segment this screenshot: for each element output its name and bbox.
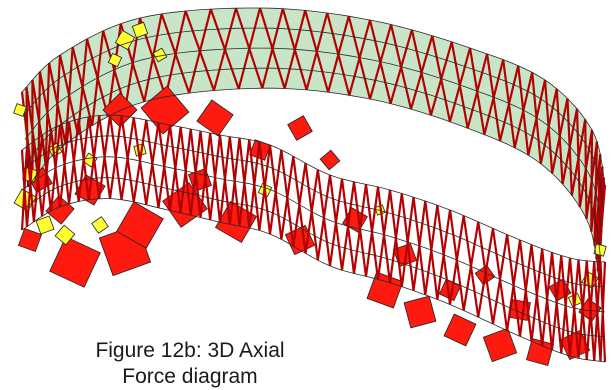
- compression-force-glyph: [404, 296, 436, 328]
- tension-force-glyph: [92, 217, 109, 234]
- compression-force-glyph: [18, 228, 41, 251]
- compression-force-glyph: [50, 237, 100, 287]
- caption-line-1: Figure 12b: 3D Axial: [70, 338, 310, 364]
- compression-force-glyph: [197, 100, 233, 136]
- compression-force-glyph: [483, 328, 516, 361]
- compression-force-glyph: [527, 339, 554, 366]
- figure-caption: Figure 12b: 3D Axial Force diagram: [70, 338, 310, 390]
- caption-line-2: Force diagram: [70, 364, 310, 390]
- compression-force-glyph: [320, 150, 340, 170]
- compression-force-glyph: [288, 116, 313, 141]
- axial-force-diagram: [0, 0, 615, 375]
- compression-force-glyph: [444, 314, 476, 346]
- compression-force-glyph: [367, 272, 403, 308]
